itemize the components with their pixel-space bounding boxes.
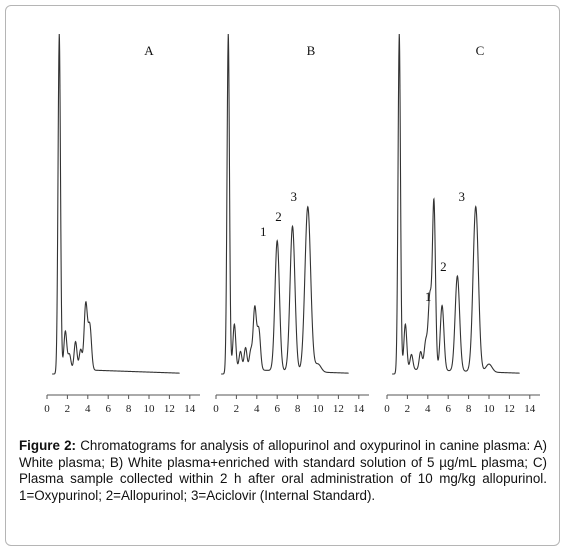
peak-label-1: 1	[260, 224, 267, 239]
panel-label: A	[144, 43, 154, 58]
peak-label-2: 2	[275, 209, 282, 224]
x-tick-label: 12	[504, 403, 515, 415]
panel-label: C	[476, 43, 485, 58]
panel-label: B	[307, 43, 316, 58]
x-tick-label: 6	[274, 403, 280, 415]
x-tick-label: 10	[313, 403, 325, 415]
figure-frame	[5, 5, 560, 546]
chromatogram-trace	[392, 33, 520, 375]
caption-label: Figure 2:	[19, 438, 77, 453]
x-tick-label: 8	[295, 403, 301, 415]
x-tick-label: 2	[234, 403, 240, 415]
x-tick-label: 0	[213, 403, 219, 415]
x-tick-label: 4	[254, 403, 260, 415]
x-tick-label: 12	[333, 403, 344, 415]
x-tick-label: 14	[353, 403, 365, 415]
peak-label-2: 2	[440, 259, 447, 274]
x-tick-label: 10	[144, 403, 156, 415]
x-tick-label: 14	[184, 403, 196, 415]
x-tick-label: 8	[466, 403, 472, 415]
x-tick-label: 6	[105, 403, 111, 415]
caption-text: Chromatograms for analysis of allopurino…	[19, 438, 547, 503]
x-tick-label: 4	[425, 403, 431, 415]
chromatogram-trace	[221, 33, 349, 375]
figure-caption: Figure 2: Chromatograms for analysis of …	[19, 438, 547, 504]
x-tick-label: 2	[65, 403, 71, 415]
x-tick-label: 0	[384, 403, 390, 415]
x-tick-label: 0	[44, 403, 50, 415]
x-tick-label: 4	[85, 403, 91, 415]
x-tick-label: 12	[164, 403, 175, 415]
chromatogram-trace	[52, 33, 180, 375]
x-tick-label: 2	[405, 403, 411, 415]
x-tick-label: 10	[484, 403, 496, 415]
peak-label-3: 3	[291, 189, 298, 204]
x-tick-label: 14	[524, 403, 536, 415]
panel-a: A 0 2 4 6 8 10 12 14	[44, 33, 200, 415]
peak-label-3: 3	[458, 189, 465, 204]
x-tick-label: 8	[126, 403, 132, 415]
x-tick-label: 6	[445, 403, 451, 415]
peak-label-1: 1	[425, 289, 432, 304]
